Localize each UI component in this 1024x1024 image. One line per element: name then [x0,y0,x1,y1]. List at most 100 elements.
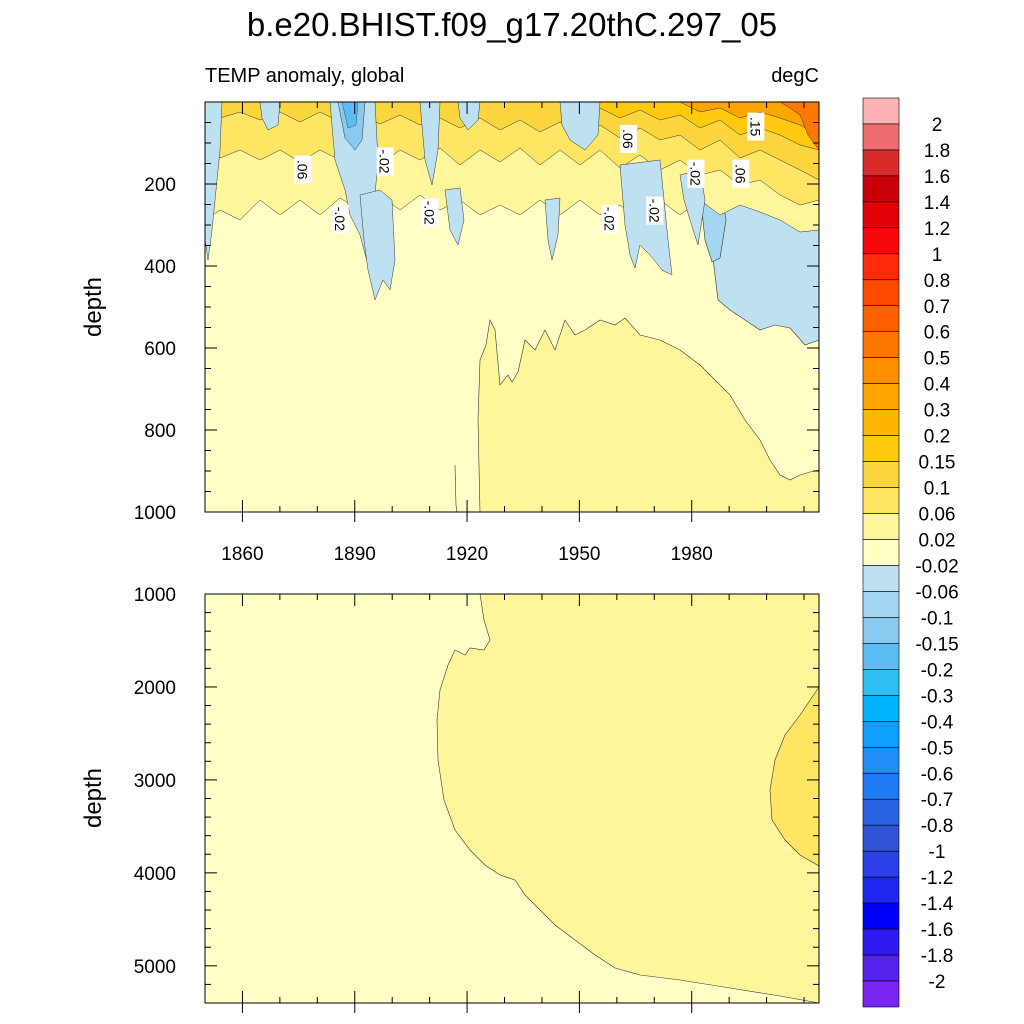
contour-label: -.02 [601,204,619,233]
colorbar-label: 0.15 [919,453,956,474]
contour-label-bg [732,159,750,188]
upper-surface-layer-3 [205,102,819,181]
colorbar-swatch [862,227,900,255]
lower-abyssal-maximum [769,686,819,867]
upper-x-tick-label: 1950 [558,544,600,565]
upper-cold-finger-7 [444,187,465,246]
upper-panel: .06 -.02 -.02 -.02 -.02 .06 -.02 -.02 .06 .15 186… [80,101,820,565]
lower-y-tick-label: 4000 [134,864,176,885]
upper-y-tick-label: 800 [144,421,176,442]
colorbar-label: -0.7 [921,790,954,811]
colorbar-label: 0.4 [924,375,951,396]
colorbar-swatch [862,461,900,488]
colorbar-swatch [862,591,900,618]
colorbar-swatch [862,772,900,800]
contour-label-text: .06 [294,160,310,180]
colorbar-label: 1.2 [924,219,950,240]
contour-label-bg [620,124,638,153]
upper-y-tick-label: 400 [144,257,176,278]
colorbar-swatch [862,253,900,281]
colorbar-swatch [862,565,900,592]
colorbar-label: 1 [932,245,943,266]
upper-cold-finger-1 [205,102,223,261]
contour-label-bg [294,155,312,184]
contour-label: .15 [747,112,765,141]
upper-cold-finger-11 [559,102,601,151]
upper-cold-finger-4 [341,102,359,129]
contour-label: -.02 [376,147,394,176]
chart-subtitle-left: TEMP anomaly, global [205,65,404,87]
upper-cold-finger-6 [419,102,441,186]
lower-y-tick-label: 5000 [134,957,176,978]
lower-y-axis: 1000 2000 3000 4000 5000 [134,585,819,1004]
upper-contour-labels: .06 -.02 -.02 -.02 -.02 .06 -.02 -.02 .06 .15 [294,112,765,233]
colorbar-label: 0.02 [919,531,956,552]
lower-y-tick-label: 3000 [134,771,176,792]
lower-warm-region [436,594,819,1003]
upper-cold-finger-12 [259,102,281,131]
colorbar-label: -0.1 [921,608,954,629]
colorbar-swatch [862,513,900,540]
chart-title: b.e20.BHIST.f09_g17.20thC.297_05 [247,6,777,43]
contour-label: .06 [620,124,638,153]
colorbar-swatch [862,279,900,307]
contour-label: -.02 [646,196,664,225]
colorbar-label: 0.5 [924,349,950,370]
colorbar-swatch [862,954,900,982]
colorbar-label: 0.8 [924,271,950,292]
contour-label-text: -.02 [377,149,393,173]
colorbar-label: 0.2 [924,427,950,448]
colorbar-swatch [862,409,900,436]
colorbar-label: -1 [929,842,946,863]
contour-label-text: -.02 [646,199,662,223]
colorbar-label: -0.02 [915,556,958,577]
contour-label-text: -.02 [687,162,703,186]
colorbar-swatch [862,175,900,203]
lower-x-axis [204,594,805,1013]
contour-label-text: -.02 [332,207,348,231]
colorbar-swatch [862,123,900,151]
colorbar-swatch [862,669,900,696]
colorbar-label: 1.4 [924,193,951,214]
colorbar-swatch [862,980,900,1008]
colorbar-label: -0.8 [921,816,954,837]
upper-x-axis: 1860 1890 1920 1950 1980 [204,102,805,565]
colorbar-swatch [862,850,900,878]
lower-panel: 1000 2000 3000 4000 5000 depth [80,585,820,1013]
upper-x-tick-label: 1860 [221,544,263,565]
colorbar-label: -0.3 [921,686,954,707]
colorbar-label: -0.2 [921,660,954,681]
colorbar-label: 0.06 [919,505,956,526]
colorbar-swatch [862,149,900,177]
contour-label: -.02 [331,204,349,233]
colorbar-swatch [862,201,900,229]
colorbar-label: -0.06 [915,582,958,603]
colorbar-swatch [862,383,900,410]
contour-label-text: .06 [620,129,636,149]
colorbar-label: -1.4 [921,894,954,915]
contour-label: -.02 [421,198,439,227]
upper-x-tick-label: 1920 [446,544,488,565]
colorbar-swatch [862,97,900,125]
upper-y-axis-label: depth [80,277,107,337]
colorbar-swatch [862,305,900,333]
colorbar-swatch [862,487,900,514]
upper-contour-field [205,102,819,512]
colorbar-labels: 2 1.8 1.6 1.4 1.2 1 0.8 0.7 0.6 0.5 0.4 0.3 0.2 0.15 0… [915,115,958,993]
upper-y-tick-label: 1000 [134,503,176,524]
colorbar-label: -1.8 [921,946,954,967]
chart-units: degC [771,65,819,87]
upper-isolated-contour [454,464,458,512]
upper-cold-finger-9 [619,159,673,276]
contour-label-bg [421,198,439,227]
upper-x-tick-label: 1980 [671,544,713,565]
colorbar-label: -1.2 [921,868,954,889]
contour-label-text: -.02 [601,207,617,231]
upper-x-tick-label: 1890 [334,544,376,565]
colorbar-swatch [862,746,900,774]
contour-label-bg [646,196,664,225]
colorbar-swatches [862,97,900,1008]
colorbar-swatch [862,357,900,384]
upper-cold-finger-8 [544,197,561,261]
upper-surface-layer-5 [679,102,819,136]
